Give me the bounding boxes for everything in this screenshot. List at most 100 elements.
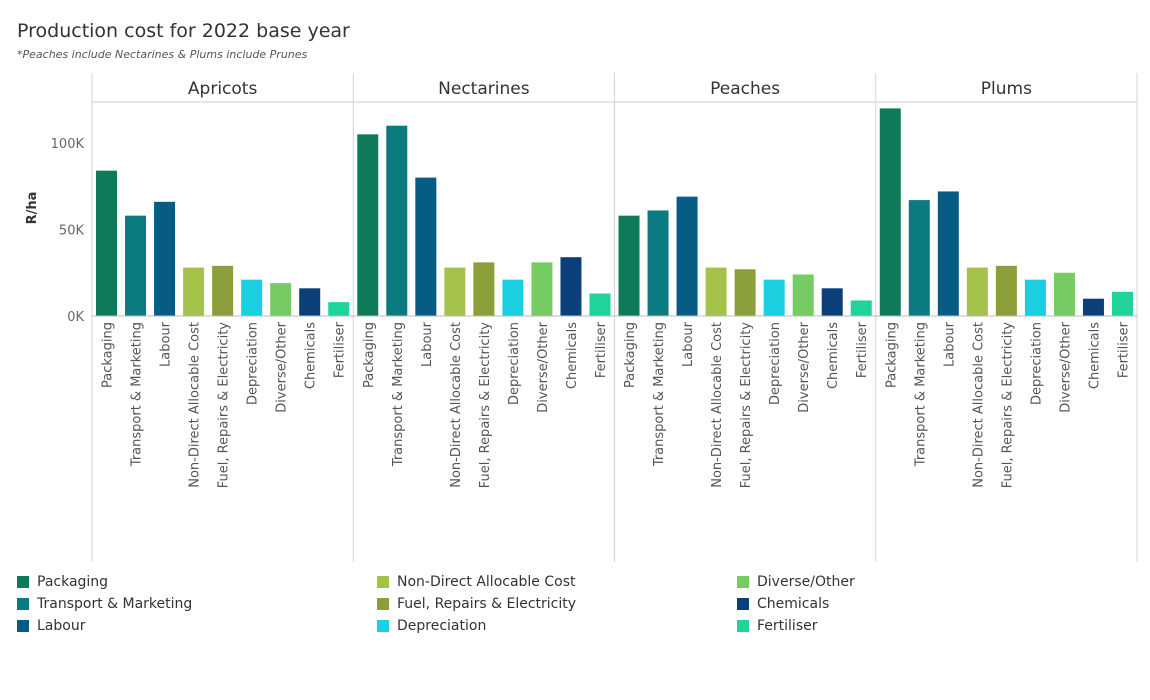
chart-subtitle: *Peaches include Nectarines & Plums incl…: [17, 48, 308, 61]
legend-item[interactable]: Non-Direct Allocable Cost: [377, 572, 576, 592]
bar: [502, 279, 524, 316]
legend-label: Depreciation: [397, 618, 487, 634]
bar: [357, 134, 379, 316]
x-tick-label: Fertiliser: [1116, 321, 1131, 378]
chart-canvas: R/ha 0K 50K 100K Apricots Packaging Transport …: [25, 73, 1138, 562]
bar: [154, 201, 176, 316]
legend-item[interactable]: Fuel, Repairs & Electricity: [377, 594, 576, 614]
legend-item[interactable]: Packaging: [17, 572, 108, 592]
bar: [1053, 272, 1075, 316]
legend-swatch: [17, 576, 29, 588]
legend-swatch: [737, 598, 749, 610]
legend-label: Transport & Marketing: [37, 596, 193, 612]
legend-item[interactable]: Diverse/Other: [737, 572, 855, 592]
x-tick-label: Packaging: [884, 322, 899, 388]
x-tick-label: Non-Direct Allocable Cost: [710, 322, 725, 488]
legend-label: Fertiliser: [757, 618, 818, 634]
x-tick-label: Packaging: [362, 322, 377, 388]
x-tick-label: Diverse/Other: [1058, 321, 1073, 412]
bar: [734, 269, 756, 316]
x-tick-label: Fuel, Repairs & Electricity: [478, 322, 493, 489]
y-axis-title: R/ha: [25, 192, 40, 225]
y-tick-label: 100K: [51, 137, 85, 152]
x-tick-label: Diverse/Other: [797, 321, 812, 412]
x-tick-label: Labour: [681, 321, 696, 367]
bar: [676, 196, 698, 316]
bar: [531, 262, 553, 316]
x-tick-label: Fertiliser: [333, 321, 348, 378]
bar: [705, 267, 727, 316]
x-tick-label: Chemicals: [1087, 322, 1102, 389]
x-tick-label: Labour: [420, 321, 435, 367]
panel-header-peaches: Peaches: [710, 79, 780, 99]
legend-item[interactable]: Transport & Marketing: [17, 594, 192, 614]
legend-item[interactable]: Chemicals: [737, 594, 829, 614]
legend-swatch: [737, 576, 749, 588]
x-tick-label: Non-Direct Allocable Cost: [188, 322, 203, 488]
bar: [1082, 298, 1104, 316]
bar: [850, 300, 872, 316]
bar: [879, 108, 901, 317]
bar: [966, 267, 988, 316]
x-tick-label: Depreciation: [246, 322, 261, 405]
bar: [241, 279, 263, 316]
bar: [415, 177, 437, 316]
legend-label: Chemicals: [757, 596, 830, 612]
chart-title: Production cost for 2022 base year: [17, 20, 350, 42]
bar: [125, 215, 147, 316]
bar: [937, 191, 959, 316]
bar: [96, 170, 118, 316]
x-tick-label: Non-Direct Allocable Cost: [971, 322, 986, 488]
bar: [270, 283, 292, 316]
legend-label: Fuel, Repairs & Electricity: [397, 596, 577, 612]
bar: [618, 215, 640, 316]
x-tick-label: Transport & Marketing: [652, 322, 667, 467]
x-tick-label: Packaging: [101, 322, 116, 388]
legend-label: Labour: [37, 618, 86, 634]
legend-swatch: [377, 620, 389, 632]
bar: [444, 267, 466, 316]
panel-header-plums: Plums: [981, 79, 1032, 99]
x-tick-label: Packaging: [623, 322, 638, 388]
bar: [821, 288, 843, 316]
legend-swatch: [737, 620, 749, 632]
bar: [299, 288, 321, 316]
x-tick-label: Diverse/Other: [275, 321, 290, 412]
legend-label: Non-Direct Allocable Cost: [397, 574, 576, 590]
x-tick-label: Non-Direct Allocable Cost: [449, 322, 464, 488]
x-tick-label: Fuel, Repairs & Electricity: [1000, 322, 1015, 489]
legend-item[interactable]: Labour: [17, 616, 85, 636]
legend-item[interactable]: Fertiliser: [737, 616, 817, 636]
legend-swatch: [377, 576, 389, 588]
bar: [386, 125, 408, 316]
legend-item[interactable]: Depreciation: [377, 616, 486, 636]
x-tick-label: Chemicals: [565, 322, 580, 389]
panel-header-apricots: Apricots: [188, 79, 258, 99]
bar: [1024, 279, 1046, 316]
x-tick-label: Chemicals: [826, 322, 841, 389]
chart-legend: Packaging Transport & Marketing Labour Non-…: [17, 572, 1117, 642]
bar: [763, 279, 785, 316]
bar: [183, 267, 205, 316]
bar: [1111, 291, 1133, 316]
bar: [589, 293, 611, 316]
legend-swatch: [377, 598, 389, 610]
x-tick-label: Labour: [159, 321, 174, 367]
bar: [995, 265, 1017, 316]
legend-swatch: [17, 598, 29, 610]
x-tick-label: Transport & Marketing: [130, 322, 145, 467]
bar: [473, 262, 495, 316]
legend-label: Diverse/Other: [757, 574, 855, 590]
legend-label: Packaging: [37, 574, 109, 590]
y-tick-label: 0K: [67, 310, 84, 325]
x-tick-label: Fertiliser: [855, 321, 870, 378]
x-tick-label: Fuel, Repairs & Electricity: [739, 322, 754, 489]
bar: [328, 302, 350, 316]
x-tick-label: Depreciation: [1029, 322, 1044, 405]
bar: [792, 274, 814, 316]
bar: [560, 257, 582, 316]
legend-swatch: [17, 620, 29, 632]
bar: [908, 200, 930, 316]
y-tick-label: 50K: [59, 224, 85, 239]
x-tick-label: Transport & Marketing: [391, 322, 406, 467]
